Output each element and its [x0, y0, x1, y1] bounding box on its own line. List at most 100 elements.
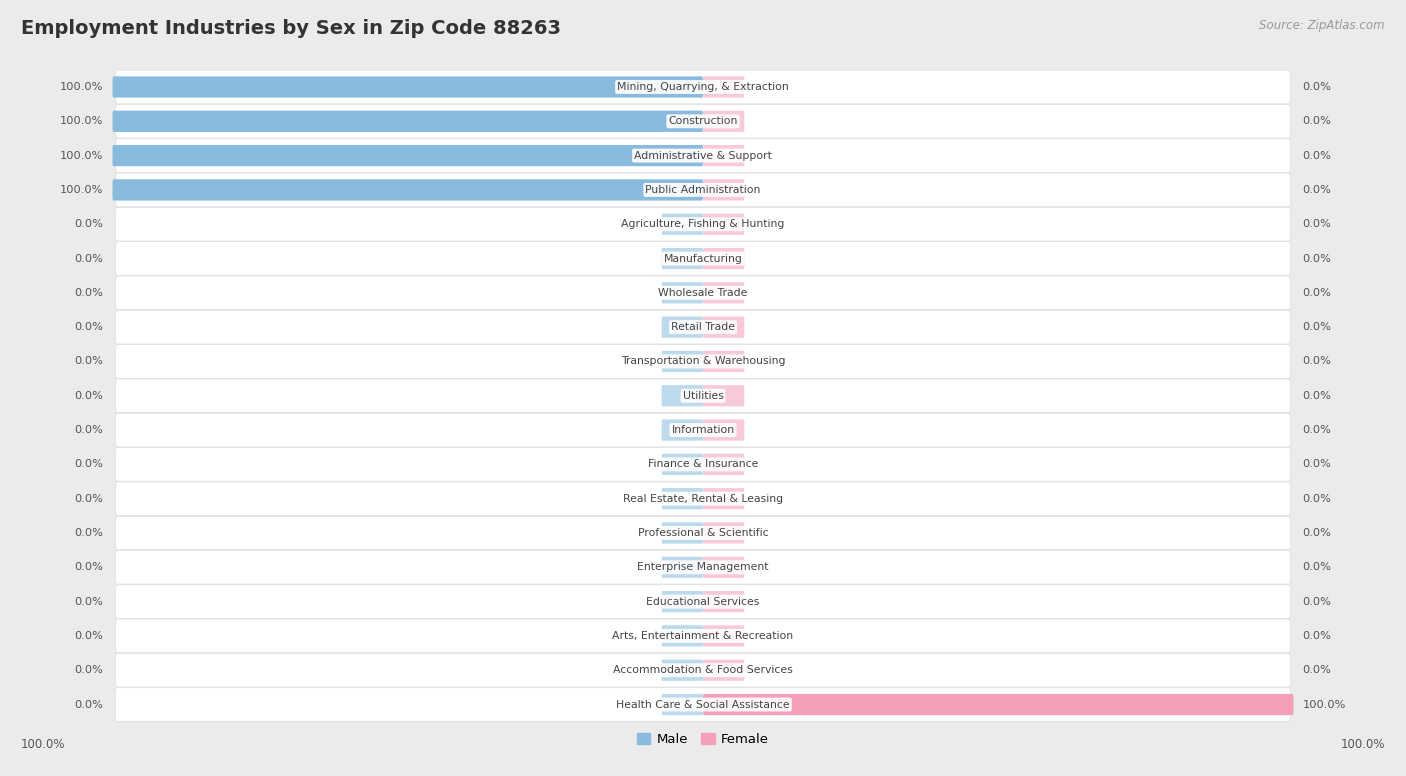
Text: Utilities: Utilities — [682, 391, 724, 400]
FancyBboxPatch shape — [112, 76, 703, 98]
FancyBboxPatch shape — [115, 105, 1291, 138]
Text: 0.0%: 0.0% — [1302, 356, 1331, 366]
FancyBboxPatch shape — [703, 488, 744, 509]
Text: 100.0%: 100.0% — [60, 116, 104, 126]
FancyBboxPatch shape — [703, 213, 744, 235]
FancyBboxPatch shape — [115, 241, 1291, 275]
FancyBboxPatch shape — [703, 385, 744, 407]
Text: Employment Industries by Sex in Zip Code 88263: Employment Industries by Sex in Zip Code… — [21, 19, 561, 38]
Text: Transportation & Warehousing: Transportation & Warehousing — [621, 356, 785, 366]
Text: 0.0%: 0.0% — [1302, 82, 1331, 92]
FancyBboxPatch shape — [115, 379, 1291, 413]
Text: 0.0%: 0.0% — [1302, 220, 1331, 229]
Text: 0.0%: 0.0% — [75, 254, 104, 264]
FancyBboxPatch shape — [703, 522, 744, 544]
Text: Finance & Insurance: Finance & Insurance — [648, 459, 758, 469]
FancyBboxPatch shape — [703, 591, 744, 612]
FancyBboxPatch shape — [115, 585, 1291, 618]
Text: 0.0%: 0.0% — [1302, 151, 1331, 161]
Text: Agriculture, Fishing & Hunting: Agriculture, Fishing & Hunting — [621, 220, 785, 229]
FancyBboxPatch shape — [703, 694, 1294, 715]
Text: Manufacturing: Manufacturing — [664, 254, 742, 264]
FancyBboxPatch shape — [703, 454, 744, 475]
FancyBboxPatch shape — [112, 145, 703, 166]
Text: Information: Information — [672, 425, 734, 435]
Text: Source: ZipAtlas.com: Source: ZipAtlas.com — [1260, 19, 1385, 33]
Legend: Male, Female: Male, Female — [631, 727, 775, 751]
FancyBboxPatch shape — [662, 556, 703, 578]
Text: 0.0%: 0.0% — [75, 563, 104, 572]
Text: 0.0%: 0.0% — [1302, 185, 1331, 195]
FancyBboxPatch shape — [662, 591, 703, 612]
Text: 0.0%: 0.0% — [75, 494, 104, 504]
FancyBboxPatch shape — [662, 625, 703, 646]
FancyBboxPatch shape — [115, 70, 1291, 104]
Text: 0.0%: 0.0% — [1302, 254, 1331, 264]
FancyBboxPatch shape — [662, 351, 703, 372]
FancyBboxPatch shape — [703, 351, 744, 372]
Text: 0.0%: 0.0% — [1302, 563, 1331, 572]
Text: 0.0%: 0.0% — [75, 597, 104, 607]
Text: Administrative & Support: Administrative & Support — [634, 151, 772, 161]
Text: Real Estate, Rental & Leasing: Real Estate, Rental & Leasing — [623, 494, 783, 504]
Text: Public Administration: Public Administration — [645, 185, 761, 195]
FancyBboxPatch shape — [662, 488, 703, 509]
FancyBboxPatch shape — [703, 660, 744, 681]
Text: 0.0%: 0.0% — [1302, 391, 1331, 400]
Text: 0.0%: 0.0% — [1302, 116, 1331, 126]
Text: 0.0%: 0.0% — [75, 288, 104, 298]
FancyBboxPatch shape — [703, 145, 744, 166]
Text: 0.0%: 0.0% — [75, 322, 104, 332]
Text: Arts, Entertainment & Recreation: Arts, Entertainment & Recreation — [613, 631, 793, 641]
FancyBboxPatch shape — [115, 139, 1291, 172]
Text: Construction: Construction — [668, 116, 738, 126]
FancyBboxPatch shape — [662, 694, 703, 715]
Text: 0.0%: 0.0% — [1302, 322, 1331, 332]
Text: 100.0%: 100.0% — [60, 82, 104, 92]
Text: 0.0%: 0.0% — [1302, 665, 1331, 675]
FancyBboxPatch shape — [115, 173, 1291, 206]
FancyBboxPatch shape — [115, 207, 1291, 241]
Text: 100.0%: 100.0% — [60, 151, 104, 161]
FancyBboxPatch shape — [115, 276, 1291, 310]
Text: 0.0%: 0.0% — [75, 220, 104, 229]
FancyBboxPatch shape — [703, 282, 744, 303]
Text: 0.0%: 0.0% — [75, 631, 104, 641]
FancyBboxPatch shape — [662, 385, 703, 407]
FancyBboxPatch shape — [112, 179, 703, 200]
FancyBboxPatch shape — [115, 653, 1291, 687]
Text: Professional & Scientific: Professional & Scientific — [638, 528, 768, 538]
FancyBboxPatch shape — [662, 522, 703, 544]
FancyBboxPatch shape — [703, 76, 744, 98]
FancyBboxPatch shape — [703, 420, 744, 441]
FancyBboxPatch shape — [115, 310, 1291, 344]
FancyBboxPatch shape — [115, 482, 1291, 515]
Text: 100.0%: 100.0% — [1302, 699, 1346, 709]
Text: Retail Trade: Retail Trade — [671, 322, 735, 332]
FancyBboxPatch shape — [112, 111, 703, 132]
FancyBboxPatch shape — [662, 317, 703, 338]
FancyBboxPatch shape — [115, 619, 1291, 653]
FancyBboxPatch shape — [662, 248, 703, 269]
FancyBboxPatch shape — [703, 625, 744, 646]
FancyBboxPatch shape — [703, 317, 744, 338]
FancyBboxPatch shape — [703, 556, 744, 578]
FancyBboxPatch shape — [115, 550, 1291, 584]
Text: 100.0%: 100.0% — [1340, 738, 1385, 751]
FancyBboxPatch shape — [115, 414, 1291, 447]
FancyBboxPatch shape — [703, 179, 744, 200]
FancyBboxPatch shape — [115, 516, 1291, 550]
Text: 100.0%: 100.0% — [21, 738, 66, 751]
Text: 100.0%: 100.0% — [60, 185, 104, 195]
Text: 0.0%: 0.0% — [75, 699, 104, 709]
Text: 0.0%: 0.0% — [1302, 597, 1331, 607]
FancyBboxPatch shape — [662, 660, 703, 681]
Text: Educational Services: Educational Services — [647, 597, 759, 607]
Text: 0.0%: 0.0% — [75, 391, 104, 400]
Text: 0.0%: 0.0% — [1302, 425, 1331, 435]
Text: Accommodation & Food Services: Accommodation & Food Services — [613, 665, 793, 675]
Text: 0.0%: 0.0% — [75, 459, 104, 469]
FancyBboxPatch shape — [662, 420, 703, 441]
FancyBboxPatch shape — [115, 448, 1291, 481]
FancyBboxPatch shape — [115, 345, 1291, 378]
